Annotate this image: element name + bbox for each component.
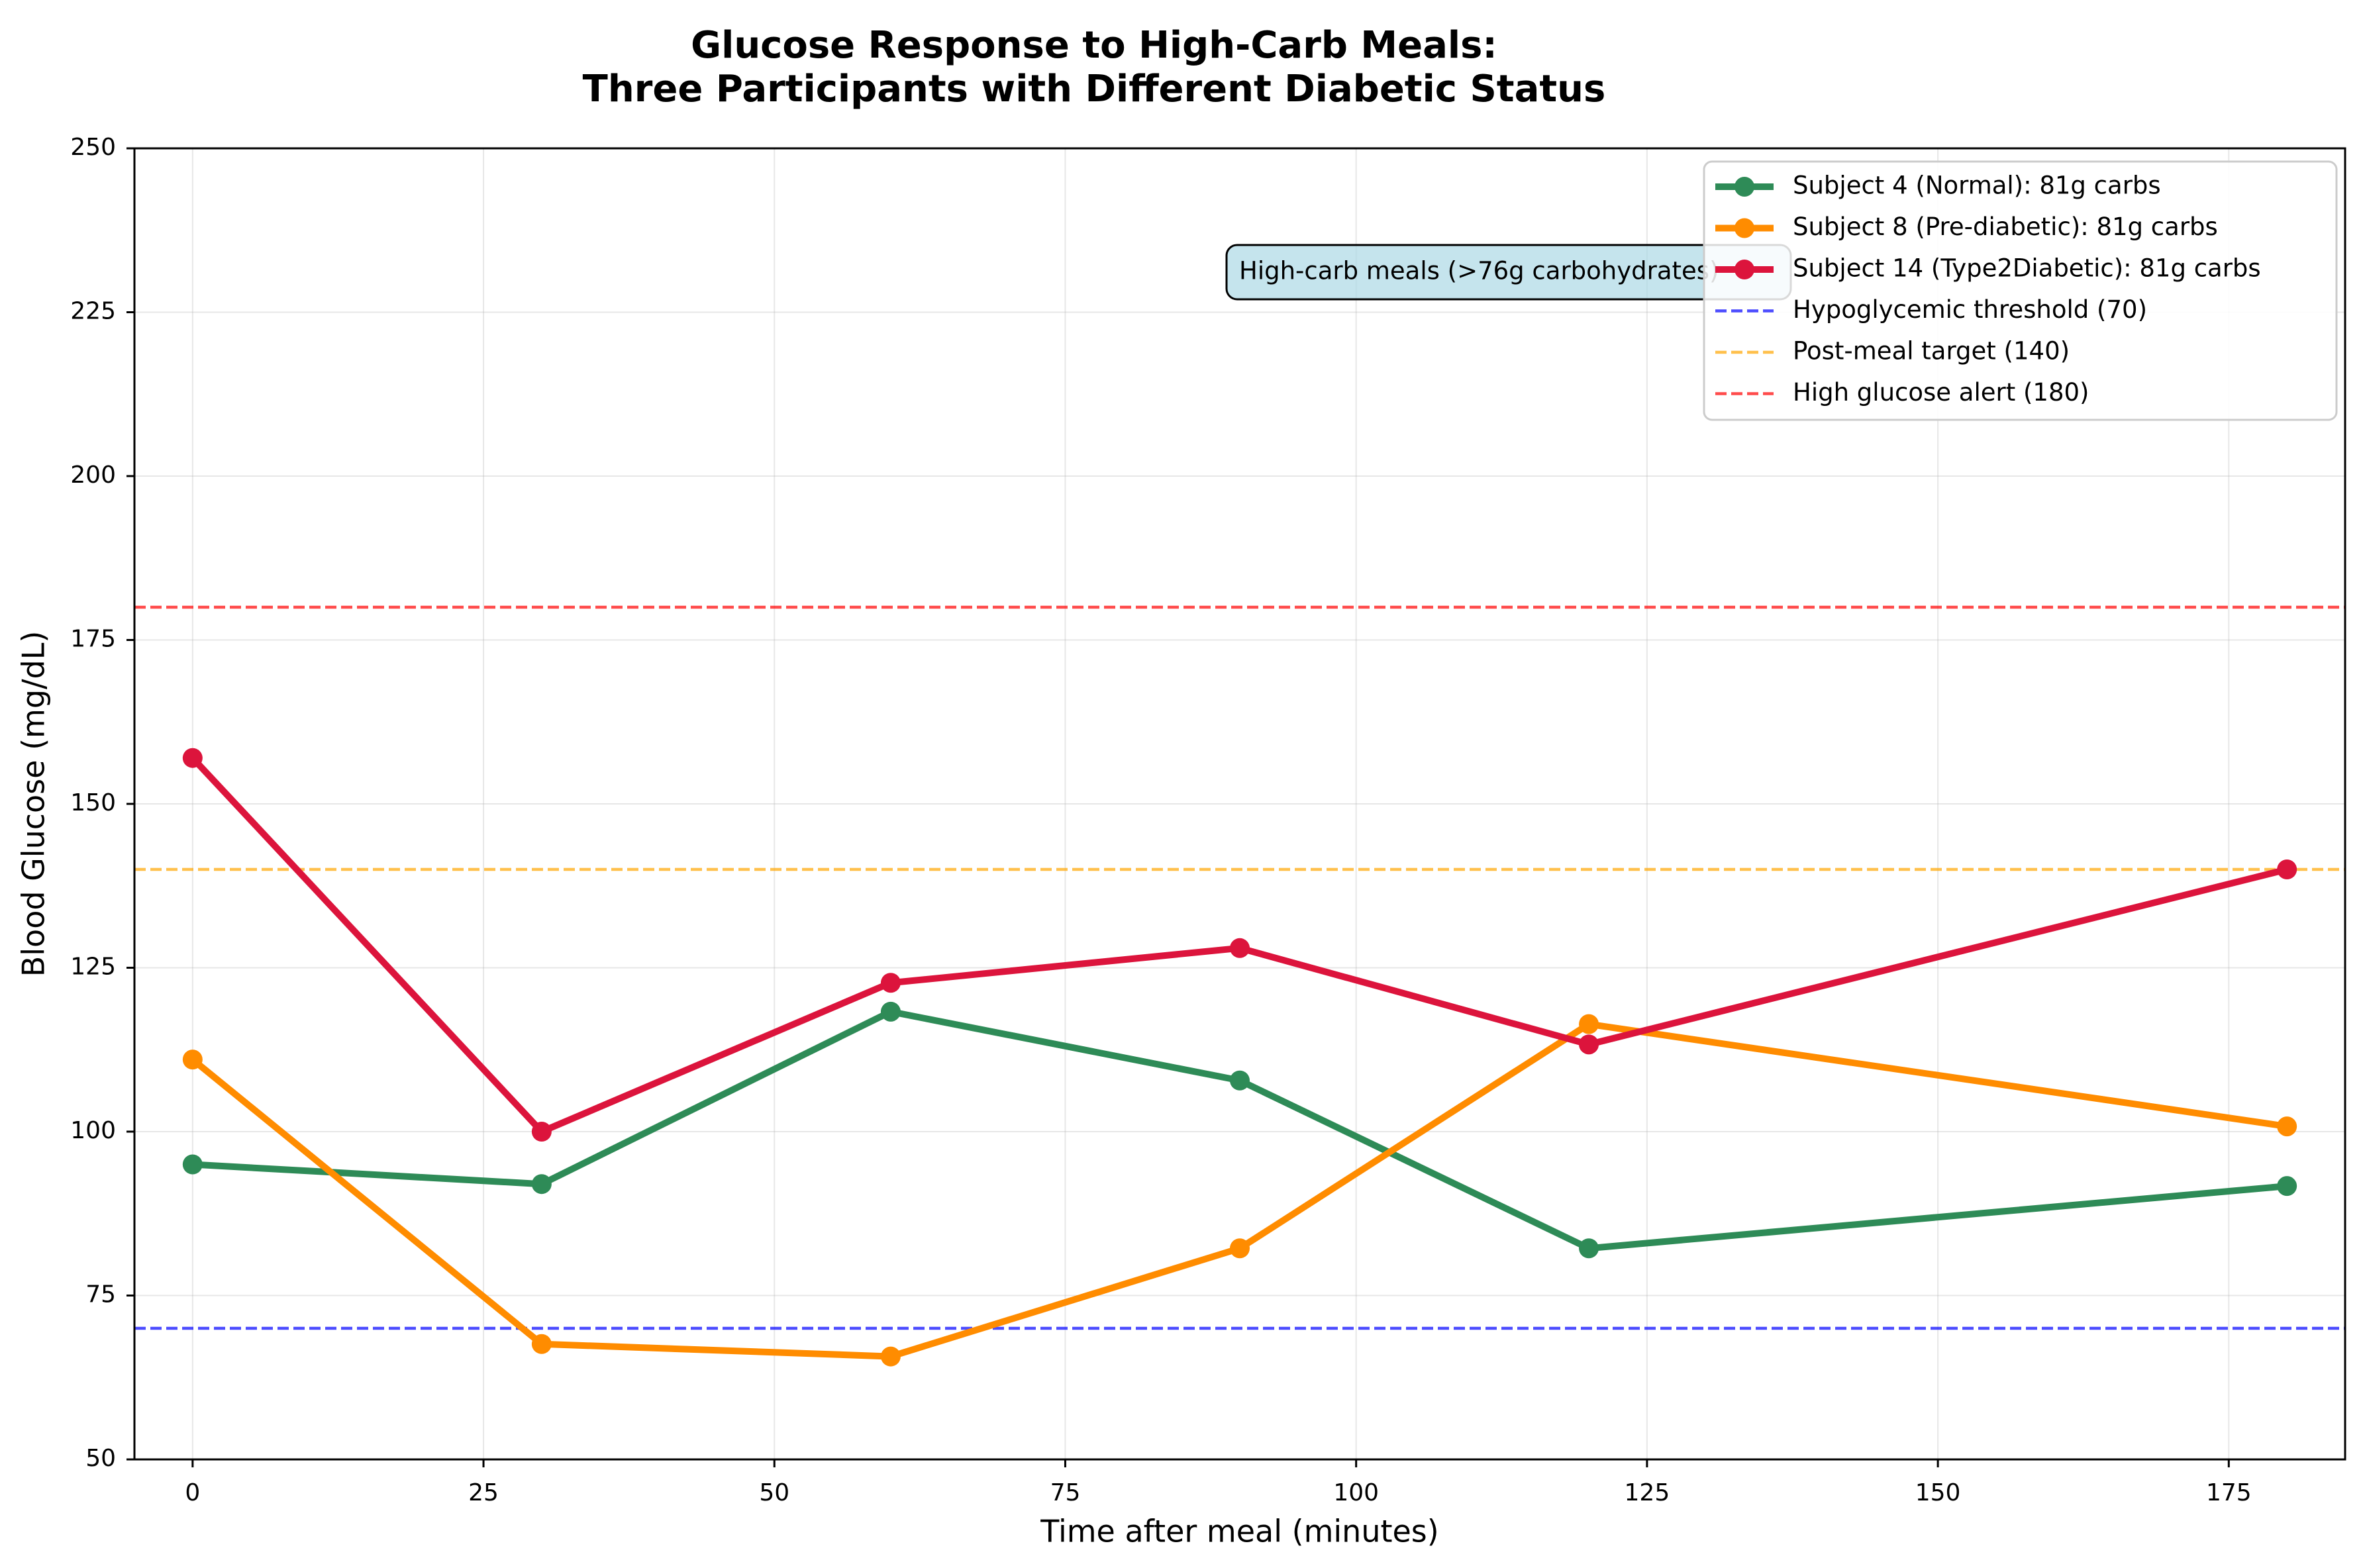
legend-label: Hypoglycemic threshold (70)	[1793, 295, 2147, 324]
data-point	[880, 1346, 901, 1367]
x-tick-label: 150	[1915, 1479, 1961, 1506]
legend-label: Subject 4 (Normal): 81g carbs	[1793, 172, 2161, 200]
legend-swatch-marker	[1735, 218, 1754, 238]
x-axis-ticks: 0 25 50 75 100 125 150 175	[185, 1459, 2252, 1506]
reference-lines	[134, 605, 2345, 1330]
legend-entry: Hypoglycemic threshold (70)	[1715, 295, 2147, 324]
y-tick-label: 175	[70, 626, 116, 653]
legend: Subject 4 (Normal): 81g carbs Subject 8 (…	[1703, 160, 2338, 421]
x-tick-label: 175	[2206, 1479, 2252, 1506]
data-point	[182, 748, 203, 768]
legend-swatch-marker	[1735, 177, 1754, 197]
x-tick-label: 100	[1333, 1479, 1379, 1506]
legend-entry: Subject 14 (Type2Diabetic): 81g carbs	[1715, 254, 2261, 283]
x-tick-label: 25	[468, 1479, 499, 1506]
series-line	[190, 1020, 2288, 1360]
annotation-text: High-carb meals (>76g carbohydrates)	[1239, 257, 1719, 285]
data-point	[1579, 1014, 1599, 1034]
annotation: High-carb meals (>76g carbohydrates)	[1225, 244, 1792, 301]
legend-label: High glucose alert (180)	[1793, 378, 2089, 407]
legend-entry: Post-meal target (140)	[1715, 337, 2070, 366]
chart-title-line-2: Three Participants with Different Diabet…	[583, 68, 1606, 111]
data-series	[182, 748, 2297, 1367]
y-tick-label: 200	[70, 462, 116, 489]
y-tick-label: 100	[70, 1117, 116, 1144]
legend-entry: Subject 8 (Pre-diabetic): 81g carbs	[1715, 213, 2218, 241]
series-1	[182, 1001, 2297, 1259]
data-point	[1230, 938, 1250, 958]
y-tick-label: 250	[70, 134, 116, 161]
data-point	[531, 1334, 552, 1354]
legend-swatch-marker	[1735, 260, 1754, 279]
data-point	[2277, 1116, 2297, 1137]
series-line	[190, 756, 2288, 1135]
data-point	[1579, 1238, 1599, 1259]
data-point	[2277, 1176, 2297, 1197]
x-tick-label: 125	[1625, 1479, 1670, 1506]
data-point	[182, 1154, 203, 1175]
series-line	[192, 1008, 2288, 1252]
x-tick-label: 50	[759, 1479, 789, 1506]
y-axis-ticks: 50 75 100 125 150 175 200 225 250	[70, 134, 134, 1472]
series-3	[182, 748, 2297, 1142]
data-point	[531, 1174, 552, 1195]
legend-label: Subject 14 (Type2Diabetic): 81g carbs	[1793, 254, 2261, 283]
x-axis-label: Time after meal (minutes)	[1040, 1514, 1438, 1549]
y-tick-label: 50	[85, 1445, 116, 1472]
data-point	[880, 1001, 901, 1022]
data-point	[182, 1050, 203, 1070]
legend-entry: Subject 4 (Normal): 81g carbs	[1715, 172, 2161, 200]
legend-entry: High glucose alert (180)	[1715, 378, 2089, 407]
legend-label: Post-meal target (140)	[1793, 337, 2070, 366]
data-point	[531, 1122, 552, 1142]
y-tick-label: 75	[85, 1281, 116, 1308]
x-tick-label: 0	[185, 1479, 200, 1506]
x-tick-label: 75	[1050, 1479, 1081, 1506]
data-point	[2277, 859, 2297, 879]
chart-title-line-1: Glucose Response to High-Carb Meals:	[691, 24, 1497, 67]
series-2	[182, 1014, 2297, 1367]
data-point	[1230, 1238, 1250, 1259]
y-tick-label: 125	[70, 954, 116, 981]
legend-box	[1703, 160, 2338, 421]
data-point	[1230, 1070, 1250, 1091]
y-tick-label: 150	[70, 789, 116, 816]
y-axis-label: Blood Glucose (mg/dL)	[16, 631, 52, 977]
data-point	[880, 973, 901, 993]
legend-label: Subject 8 (Pre-diabetic): 81g carbs	[1793, 213, 2218, 241]
y-tick-label: 225	[70, 298, 116, 325]
data-point	[1579, 1034, 1599, 1055]
